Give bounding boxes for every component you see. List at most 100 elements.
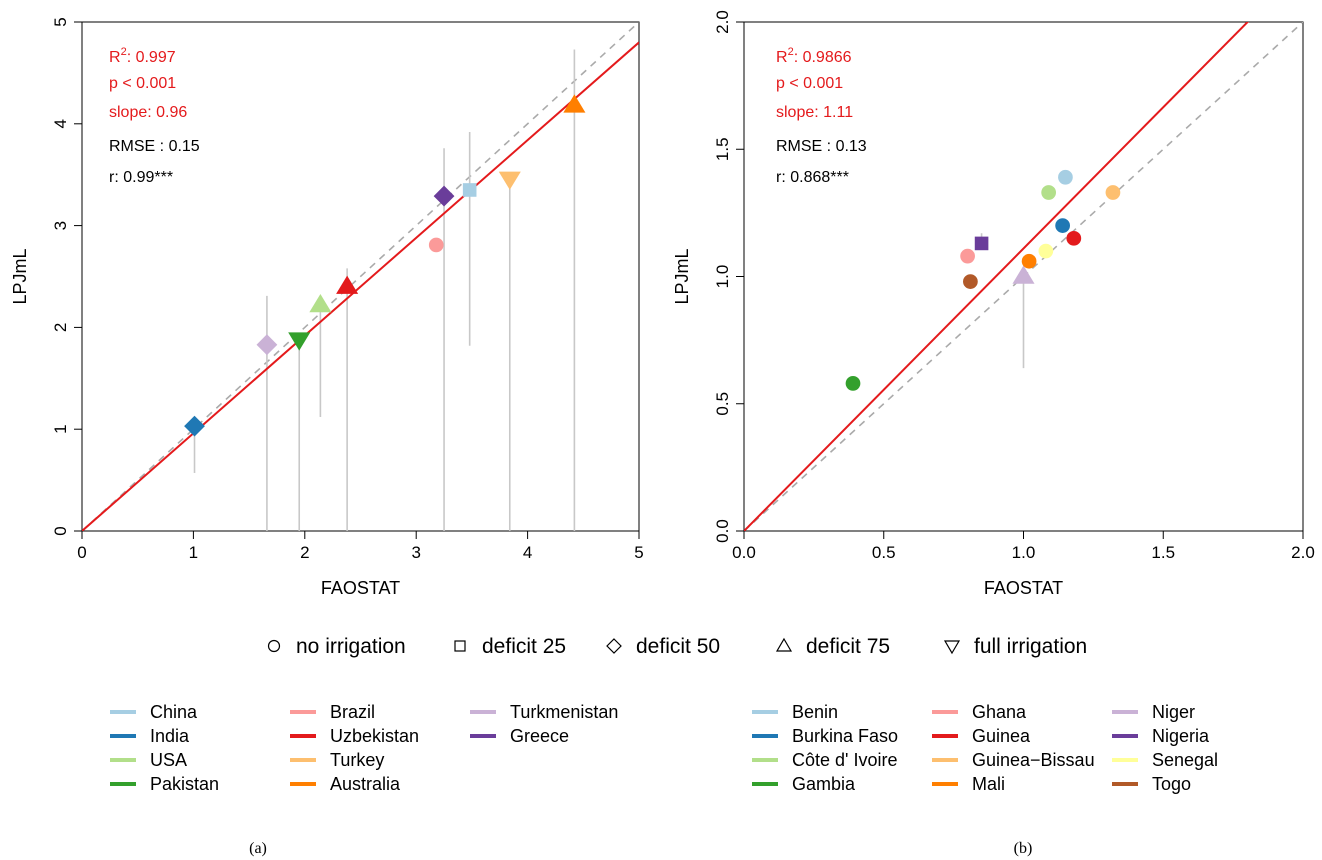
- data-point: [498, 171, 521, 190]
- data-point: [1055, 218, 1070, 233]
- data-point: [1105, 185, 1121, 200]
- legend-item: Brazil: [330, 702, 375, 722]
- chart-panel-a: 0 1 2 3 4 5 0 1 2 3 4 5 FAOSTAT LPJmL R2: 0.997 p < 0.0…: [10, 17, 644, 857]
- x-tick-label: 1: [189, 543, 198, 562]
- legend-item: Mali: [972, 774, 1005, 794]
- stat-line: r: 0.99***: [109, 169, 173, 186]
- x-tick-label: 2.0: [1291, 543, 1315, 562]
- x-tick-label: 2: [300, 543, 309, 562]
- data-point: [256, 334, 278, 356]
- stat-line: R2: 0.9866: [776, 46, 852, 66]
- legend-item: Benin: [792, 702, 838, 722]
- y-tick-label: 2: [51, 323, 70, 332]
- legend-item: Niger: [1152, 702, 1195, 722]
- legend-item: Turkey: [330, 750, 384, 770]
- data-point: [963, 274, 978, 289]
- y-tick-label: 4: [51, 119, 70, 128]
- y-tick-label: 3: [51, 221, 70, 230]
- x-tick-label: 0.0: [732, 543, 756, 562]
- plot-area: [744, 22, 1303, 531]
- data-point: [845, 376, 861, 391]
- plot-area: [82, 22, 639, 531]
- data-point: [309, 293, 332, 313]
- x-tick-label: 0: [77, 543, 86, 562]
- y-tick-label: 0: [51, 526, 70, 535]
- stats-block: R2: 0.9866 p < 0.001 slope: 1.11 RMSE : 0.1…: [776, 46, 867, 186]
- regression-line: [82, 41, 639, 531]
- legend-item: Burkina Faso: [792, 726, 898, 746]
- legend-item: USA: [150, 750, 187, 770]
- data-point: [974, 236, 989, 251]
- legend-shape-label: deficit 25: [482, 635, 566, 658]
- legend-item: Australia: [330, 774, 401, 794]
- x-tick-label: 5: [634, 543, 643, 562]
- data-point: [1021, 253, 1037, 269]
- y-tick-label: 0.0: [713, 519, 732, 543]
- data-point: [1038, 243, 1054, 259]
- panel-caption: (b): [1014, 840, 1033, 857]
- y-axis-label: LPJmL: [672, 248, 692, 304]
- data-point: [1066, 230, 1082, 246]
- data-point: [1041, 185, 1057, 200]
- stat-line: p < 0.001: [776, 75, 843, 92]
- chart-panel-b: 0.0 0.5 1.0 1.5 2.0 0.0 0.5 1.0 1.5 2.0 FAOSTAT LPJ…: [672, 10, 1315, 857]
- stat-line: slope: 1.11: [776, 104, 853, 121]
- stat-line: p < 0.001: [109, 75, 176, 92]
- legend-item: Côte d' Ivoire: [792, 750, 898, 770]
- x-axis-label: FAOSTAT: [321, 578, 400, 598]
- legend-item: Gambia: [792, 774, 856, 794]
- data-point: [462, 183, 477, 197]
- data-point: [433, 185, 455, 207]
- legend-item: Guinea: [972, 726, 1031, 746]
- x-tick-label: 1.5: [1151, 543, 1175, 562]
- y-tick-label: 1.0: [713, 265, 732, 289]
- legend-item: Pakistan: [150, 774, 219, 794]
- stat-line: r: 0.868***: [776, 169, 849, 186]
- data-point: [1012, 265, 1035, 284]
- legend-shape-label: no irrigation: [296, 635, 406, 658]
- data-point: [960, 248, 975, 264]
- stat-line: slope: 0.96: [109, 104, 187, 121]
- data-point: [1058, 169, 1073, 185]
- y-tick-label: 2.0: [713, 10, 732, 34]
- legend-item: Togo: [1152, 774, 1191, 794]
- data-point: [428, 237, 444, 253]
- one-to-one-line: [82, 22, 639, 531]
- country-legend: China India USA Pakistan Brazil Uzbekistan Tur…: [110, 702, 618, 794]
- y-tick-label: 1: [51, 424, 70, 433]
- legend-shape-diamond: [606, 638, 622, 654]
- y-tick-label: 1.5: [713, 137, 732, 161]
- legend-shape-triangle-up: [775, 637, 793, 652]
- y-tick-label: 0.5: [713, 392, 732, 416]
- legend-item: Uzbekistan: [330, 726, 419, 746]
- legend-item: India: [150, 726, 190, 746]
- legend-item: Senegal: [1152, 750, 1218, 770]
- plot-frame: [81, 21, 640, 532]
- legend-shape-label: deficit 50: [636, 635, 720, 658]
- x-axis-label: FAOSTAT: [984, 578, 1063, 598]
- data-point: [288, 332, 311, 351]
- legend-shape-label: deficit 75: [806, 635, 890, 658]
- data-point: [563, 94, 586, 113]
- stat-line: RMSE : 0.13: [776, 138, 867, 155]
- legend-shape-square: [454, 640, 466, 652]
- legend-item: Nigeria: [1152, 726, 1210, 746]
- stats-block: R2: 0.997 p < 0.001 slope: 0.96 RMSE : 0.15…: [109, 46, 200, 186]
- y-tick-label: 5: [51, 17, 70, 26]
- shape-legend: no irrigation deficit 25 deficit 50 deficit…: [267, 635, 1087, 658]
- x-tick-label: 3: [411, 543, 420, 562]
- stat-line: R2: 0.997: [109, 46, 176, 66]
- legend-item: Ghana: [972, 702, 1027, 722]
- y-axis-label: LPJmL: [10, 248, 30, 304]
- legend-shape-triangle-down: [943, 640, 961, 655]
- legend-shape-label: full irrigation: [974, 635, 1087, 658]
- legend-item: China: [150, 702, 198, 722]
- legend-item: Turkmenistan: [510, 702, 618, 722]
- data-point: [336, 275, 359, 294]
- panel-caption: (a): [249, 840, 267, 857]
- data-point: [184, 415, 205, 437]
- legend-item: Greece: [510, 726, 569, 746]
- stat-line: RMSE : 0.15: [109, 138, 200, 155]
- legend-shape-circle: [267, 639, 281, 653]
